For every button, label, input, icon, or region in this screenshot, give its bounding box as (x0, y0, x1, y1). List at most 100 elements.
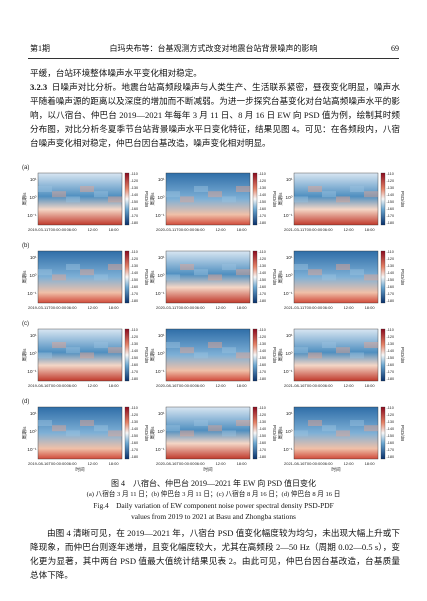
colorbar-label: PSD/dB (144, 425, 149, 441)
spectrogram-band (80, 186, 94, 192)
x-start-date: 2019-08-16T00:00:00 (28, 383, 67, 388)
colorbar-tick-label: -160 (259, 441, 267, 445)
y-tick-label: 10¹ (286, 177, 293, 182)
colorbar-tick-label: -110 (387, 250, 394, 254)
colorbar (124, 172, 130, 226)
colorbar-tick-label: -150 (131, 200, 139, 204)
spectrogram-band (222, 264, 236, 270)
colorbar-tick-label: -110 (259, 250, 266, 254)
spectrogram (165, 328, 251, 382)
spectrogram-band (294, 264, 308, 270)
x-tick-label: 06:00 (67, 305, 78, 310)
colorbar-tick-label: -120 (387, 257, 395, 261)
colorbar-label: PSD/dB (272, 425, 277, 441)
colorbar-label: PSD/dB (400, 191, 405, 207)
colorbar-tick-label: -180 (259, 377, 267, 381)
colorbar-tick-label: -170 (131, 370, 139, 374)
colorbar-tick-label: -130 (131, 186, 139, 190)
colorbar-tick-label: -120 (259, 257, 267, 261)
y-tick-label: 10⁻¹ (155, 291, 165, 296)
colorbar-label: PSD/dB (272, 191, 277, 207)
section-paragraph: 3.2.3 日噪声对比分析。地震台站高频段噪声与人类生产、生活联系紧密，昼夜变化… (30, 80, 400, 150)
spectrogram-band (38, 420, 52, 426)
panel-label: (d) (22, 399, 29, 405)
colorbar-label: PSD/dB (144, 269, 149, 285)
figure: (a) 10¹ 10⁰ 10⁻¹ 周期/s -110 -120 -130 -140 -150 -16… (22, 165, 405, 473)
spectrogram (293, 172, 379, 226)
x-tick-label: 12:00 (344, 461, 355, 466)
spectrogram-band (236, 352, 250, 359)
colorbar-tick-label: -130 (387, 186, 395, 190)
colorbar (252, 172, 258, 226)
colorbar-tick-label: -150 (387, 434, 395, 438)
section-text: 日噪声对比分析。地震台站高频段噪声与人类生产、生活联系紧密，昼夜变化明显，噪声水… (30, 82, 400, 148)
x-tick-label: 18:00 (365, 227, 376, 232)
spectrogram-band (236, 186, 250, 192)
y-tick-label: 10⁰ (30, 273, 37, 278)
colorbar (380, 172, 386, 226)
spectrogram-band (66, 347, 80, 354)
colorbar-label: PSD/dB (272, 269, 277, 285)
spectrogram (37, 328, 123, 382)
spectrogram-band (80, 420, 94, 426)
x-start-date: 2019-03-11T00:00:00 (28, 227, 67, 232)
x-start-date: 2021-08-16T00:00:00 (284, 383, 323, 388)
y-tick-label: 10⁻¹ (283, 291, 293, 296)
spectrogram-band (38, 352, 52, 359)
colorbar-tick-label: -170 (131, 448, 139, 452)
x-tick-label: 18:00 (237, 305, 248, 310)
x-start-date: 2019-08-16T00:00:00 (28, 461, 67, 466)
spectrogram-band (66, 264, 80, 270)
colorbar-tick-label: -130 (387, 420, 395, 424)
colorbar-tick-label: -160 (259, 207, 267, 211)
colorbar-tick-label: -170 (259, 214, 267, 218)
y-tick-label: 10⁻¹ (27, 369, 37, 374)
spectrogram-band (108, 264, 122, 270)
panel-label: (b) (22, 243, 29, 249)
x-tick-label: 06:00 (67, 383, 78, 388)
spectrogram-band (66, 196, 80, 203)
spectrogram-band (336, 347, 350, 354)
spectrogram-band (166, 342, 180, 348)
y-label: 周期/s (22, 426, 28, 439)
y-tick-label: 10¹ (158, 255, 165, 260)
colorbar-tick-label: -170 (387, 448, 395, 452)
colorbar-tick-label: -180 (387, 455, 395, 459)
spectrogram-band (194, 352, 208, 359)
x-tick-label: 06:00 (323, 227, 334, 232)
colorbar-tick-label: -140 (259, 271, 267, 275)
spectrogram-band (180, 196, 194, 203)
x-tick-label: 18:00 (237, 383, 248, 388)
y-tick-label: 10⁰ (286, 351, 293, 356)
x-label: 时间 (331, 466, 341, 473)
x-tick-label: 12:00 (88, 383, 99, 388)
x-tick-label: 06:00 (195, 227, 206, 232)
spectrogram-band (222, 196, 236, 203)
y-tick-label: 10⁻¹ (27, 447, 37, 452)
spectrogram-band (166, 274, 180, 281)
y-tick-label: 10⁻¹ (155, 369, 165, 374)
colorbar-tick-label: -130 (259, 186, 267, 190)
x-tick-label: 06:00 (323, 383, 334, 388)
colorbar-tick-label: -160 (259, 285, 267, 289)
colorbar-tick-label: -180 (131, 455, 139, 459)
x-tick-label: 12:00 (344, 383, 355, 388)
spectrogram (165, 250, 251, 304)
running-title: 白玛央布等：台基观测方式改变对地震台站背景噪声的影响 (109, 44, 318, 53)
x-tick-label: 12:00 (88, 227, 99, 232)
colorbar-tick-label: -150 (131, 278, 139, 282)
x-tick-label: 18:00 (109, 383, 120, 388)
spectrogram-band (222, 347, 236, 354)
spectrogram-band (336, 264, 350, 270)
paragraph: 由图 4 清晰可见，在 2019—2021 年，八宿台 PSD 值变化幅度较为均… (30, 528, 400, 580)
y-tick-label: 10¹ (30, 333, 37, 338)
spectrogram-band (322, 342, 336, 348)
colorbar-tick-label: -160 (131, 363, 139, 367)
x-tick-label: 06:00 (195, 305, 206, 310)
colorbar-tick-label: -150 (259, 356, 267, 360)
colorbar-label: PSD/dB (272, 347, 277, 363)
caption-en: values from 2019 to 2021 at Basu and Zho… (131, 512, 296, 521)
colorbar-tick-label: -170 (259, 448, 267, 452)
colorbar-tick-label: -120 (259, 179, 267, 183)
